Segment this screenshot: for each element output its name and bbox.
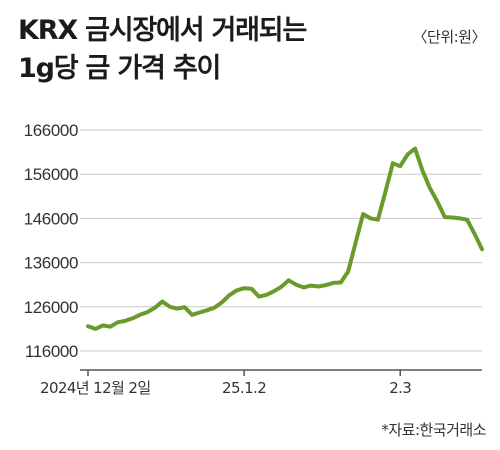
x-axis-ticks: [87, 370, 401, 376]
grid-lines: [80, 129, 482, 352]
y-tick-label: 136000: [24, 254, 78, 273]
unit-label: 〈단위:원〉: [412, 28, 487, 46]
y-axis-labels: 116000 126000 136000 146000 156000 166000: [24, 121, 79, 361]
x-axis-labels: 2024년 12월 2일 25.1.2 2.3: [40, 379, 412, 397]
gold-price-series-line: [86, 146, 484, 331]
source-note: *자료:한국거래소: [381, 421, 486, 439]
y-tick-label: 166000: [24, 121, 78, 140]
x-tick-label: 25.1.2: [222, 379, 266, 397]
y-tick-label: 156000: [24, 165, 78, 184]
title-line-1: KRX 금시장에서 거래되는: [18, 15, 307, 46]
chart-title: KRX 금시장에서 거래되는 1g당 금 가격 추이: [18, 12, 307, 88]
y-tick-label: 116000: [25, 342, 78, 361]
y-tick-label: 126000: [24, 298, 78, 317]
x-tick-label: 2.3: [389, 379, 411, 397]
title-line-2: 1g당 금 가격 추이: [18, 53, 221, 84]
x-tick-label: 2024년 12월 2일: [40, 379, 151, 397]
y-tick-label: 146000: [24, 209, 78, 228]
